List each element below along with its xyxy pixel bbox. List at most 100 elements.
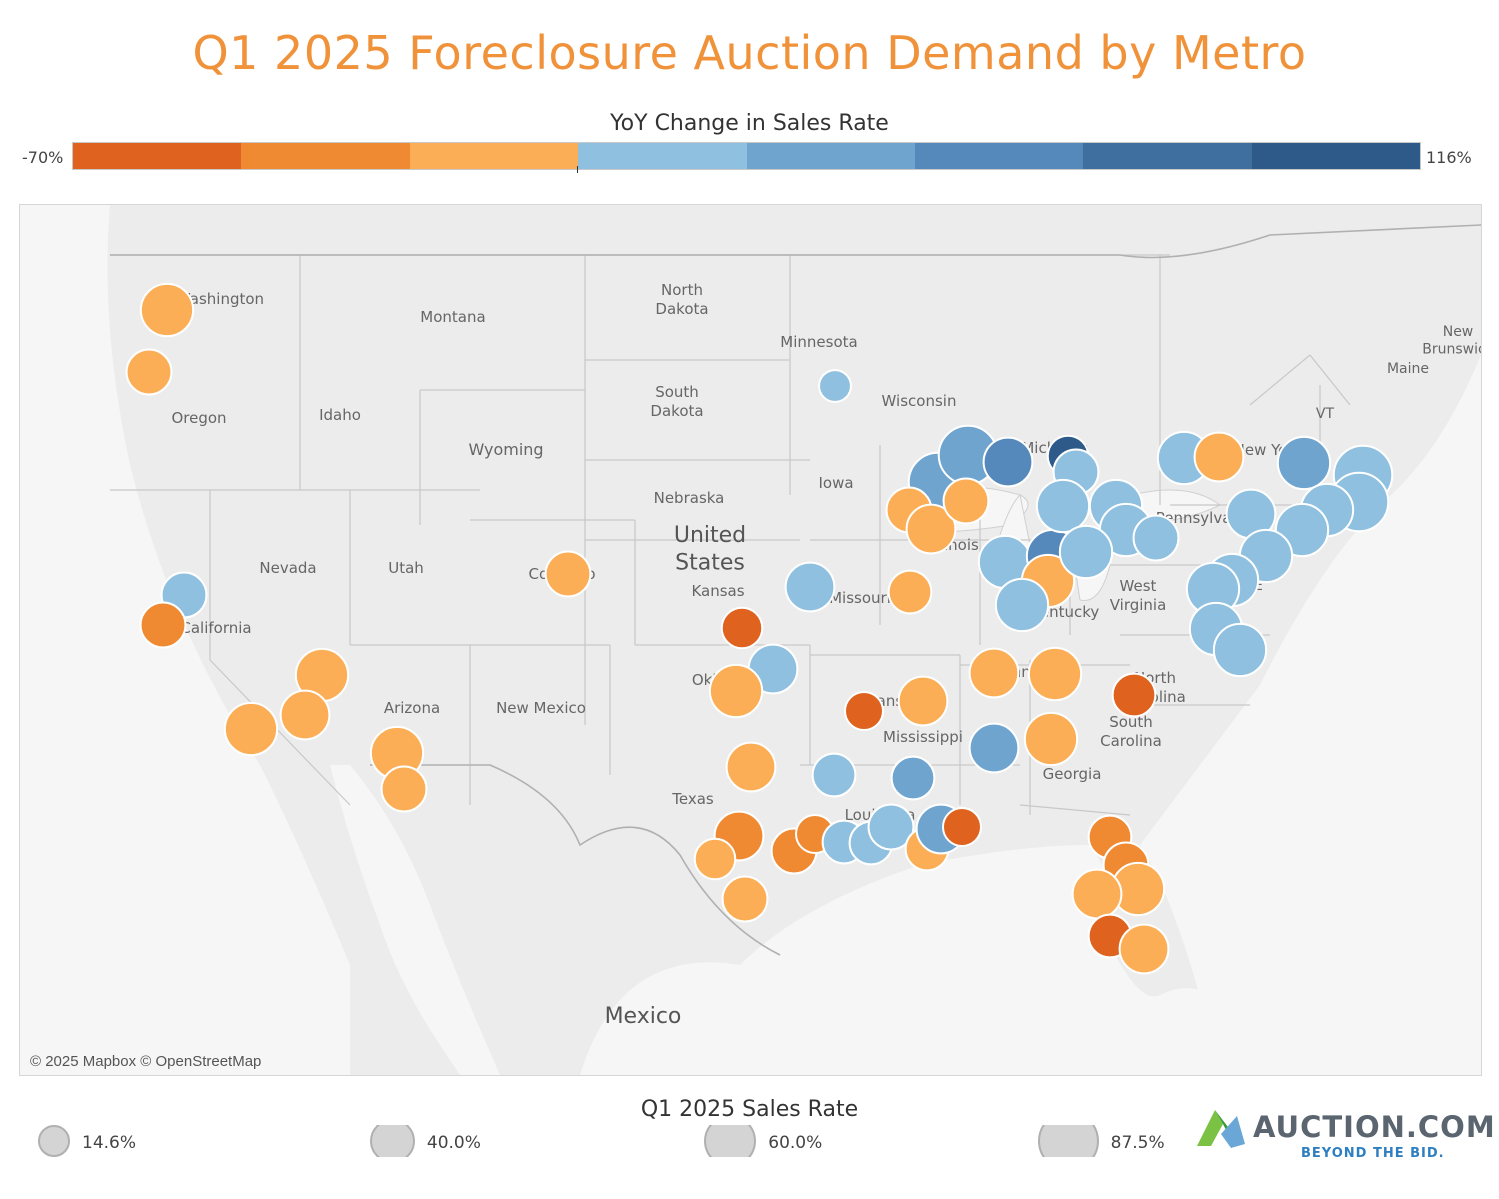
metro-marker[interactable] — [968, 647, 1020, 699]
logo-mark-icon — [1197, 1110, 1245, 1148]
logo-wordmark: AUCTION.COM — [1253, 1110, 1496, 1144]
map-label: Montana — [420, 308, 485, 326]
size-legend-circle — [1038, 1125, 1099, 1157]
color-scale-segment — [241, 143, 410, 169]
metro-marker[interactable] — [1111, 672, 1157, 718]
size-legend-label: 87.5% — [1110, 1133, 1165, 1153]
chart-title: Q1 2025 Foreclosure Auction Demand by Me… — [192, 26, 1307, 80]
metro-marker[interactable] — [818, 369, 852, 403]
map-label: Utah — [388, 559, 424, 577]
metro-marker[interactable] — [811, 752, 857, 798]
metro-marker[interactable] — [380, 765, 428, 813]
metro-marker[interactable] — [1276, 435, 1332, 491]
map-label: Nebraska — [654, 489, 725, 507]
size-legend-item: 40.0% — [370, 1125, 510, 1157]
map-label: California — [180, 619, 251, 637]
metro-marker[interactable] — [968, 722, 1020, 774]
map-label: Arizona — [384, 699, 440, 717]
metro-marker[interactable] — [125, 348, 173, 396]
size-legend-item: 87.5% — [1038, 1125, 1178, 1157]
metro-marker[interactable] — [1023, 711, 1079, 767]
map-label: Wyoming — [468, 440, 543, 459]
color-scale-bar — [72, 142, 1421, 170]
map-label: South Dakota — [650, 383, 703, 420]
map-label: New Mexico — [496, 699, 586, 717]
color-scale-segment — [746, 143, 915, 169]
color-legend-title: YoY Change in Sales Rate — [610, 111, 889, 136]
map-label: Washington — [176, 290, 264, 308]
metro-marker[interactable] — [725, 741, 777, 793]
metro-markers — [125, 282, 1394, 975]
metro-marker[interactable] — [279, 689, 331, 741]
size-legend-circle — [704, 1125, 757, 1157]
map-label: Mexico — [605, 1004, 682, 1029]
size-legend-item: 60.0% — [704, 1125, 844, 1157]
map-label: Missouri — [829, 589, 891, 607]
metro-marker[interactable] — [982, 436, 1034, 488]
color-scale-segment — [1083, 143, 1252, 169]
metro-marker[interactable] — [693, 837, 737, 881]
metro-marker[interactable] — [1071, 868, 1123, 920]
map-label: West Virginia — [1110, 577, 1167, 614]
size-legend-label: 60.0% — [768, 1133, 823, 1153]
metro-marker[interactable] — [708, 663, 764, 719]
metro-marker[interactable] — [784, 561, 836, 613]
map-label: Nevada — [259, 559, 316, 577]
color-scale-segment — [73, 143, 242, 169]
map-label: VT — [1316, 406, 1335, 422]
map-label: South Carolina — [1100, 713, 1162, 750]
map-label: Oregon — [171, 409, 226, 427]
map-credit[interactable]: © 2025 Mapbox © OpenStreetMap — [30, 1053, 262, 1070]
color-scale-segment — [1251, 143, 1420, 169]
metro-marker[interactable] — [905, 503, 957, 555]
metro-marker[interactable] — [544, 550, 592, 598]
metro-marker[interactable] — [897, 675, 949, 727]
map-label: Maine — [1387, 361, 1429, 377]
metro-marker[interactable] — [1212, 622, 1268, 678]
metro-marker[interactable] — [994, 577, 1050, 633]
map-label: Texas — [671, 790, 714, 808]
metro-marker[interactable] — [844, 691, 884, 731]
logo-tagline: BEYOND THE BID. — [1301, 1146, 1445, 1161]
metro-marker[interactable] — [1118, 923, 1170, 975]
metro-marker[interactable] — [1132, 514, 1180, 562]
map-label: Mississippi — [883, 728, 963, 746]
metro-marker[interactable] — [1035, 478, 1091, 534]
size-legend-label: 40.0% — [426, 1133, 481, 1153]
color-scale-segment — [409, 143, 579, 169]
us-map[interactable]: North Dakota Montana Minnesota South Dakota Wi… — [19, 204, 1482, 1076]
color-scale-zero-tick — [577, 166, 578, 173]
size-legend-item: 14.6% — [38, 1125, 178, 1157]
size-legend-circle — [38, 1125, 70, 1157]
metro-marker[interactable] — [223, 701, 279, 757]
map-canvas: North Dakota Montana Minnesota South Dakota Wi… — [20, 205, 1481, 1075]
color-scale-max-label: 116% — [1426, 148, 1472, 167]
metro-marker[interactable] — [867, 803, 915, 851]
metro-marker[interactable] — [1027, 646, 1083, 702]
color-scale-segment — [578, 143, 747, 169]
map-label: United States — [674, 523, 746, 576]
map-label: NewBrunswick — [1422, 324, 1481, 358]
metro-marker[interactable] — [139, 601, 187, 649]
map-label: Wisconsin — [882, 392, 957, 410]
color-scale-min-label: -70% — [22, 148, 64, 167]
metro-marker[interactable] — [1058, 524, 1114, 580]
size-legend-circle — [370, 1125, 415, 1157]
map-label: Minnesota — [780, 333, 857, 351]
metro-marker[interactable] — [942, 807, 982, 847]
auction-com-logo: AUCTION.COM BEYOND THE BID. — [1193, 1104, 1495, 1164]
metro-marker[interactable] — [139, 282, 195, 338]
metro-marker[interactable] — [721, 875, 769, 923]
map-label: Iowa — [818, 474, 853, 492]
map-label: North Dakota — [655, 281, 708, 318]
color-scale-segment — [914, 143, 1084, 169]
metro-marker[interactable] — [1193, 431, 1245, 483]
metro-marker[interactable] — [720, 606, 764, 650]
metro-marker[interactable] — [890, 755, 936, 801]
size-legend-title: Q1 2025 Sales Rate — [640, 1097, 859, 1122]
map-label: Kansas — [691, 582, 744, 600]
metro-marker[interactable] — [887, 569, 933, 615]
metro-marker[interactable] — [942, 477, 990, 525]
map-label: Georgia — [1043, 765, 1102, 783]
map-label: Idaho — [319, 406, 361, 424]
